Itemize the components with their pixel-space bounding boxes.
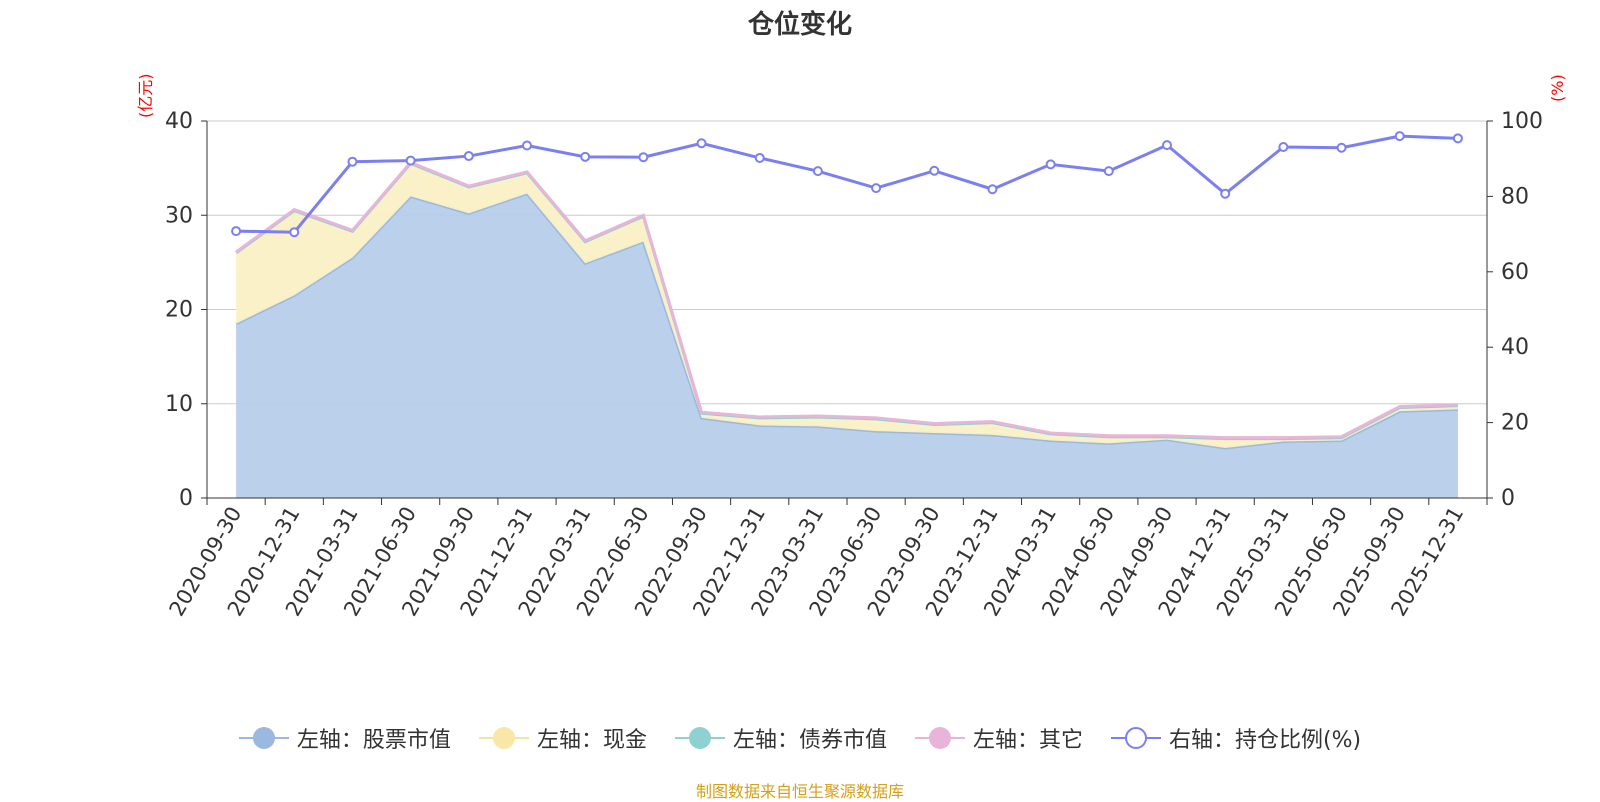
right-axis-tick-label: 0 — [1501, 486, 1515, 511]
area-series-0 — [236, 193, 1458, 498]
ratio-point — [1278, 142, 1289, 153]
legend-other-label: 左轴：其它 — [972, 728, 1083, 753]
ratio-point — [754, 152, 765, 163]
legend-cash-marker — [478, 726, 529, 750]
legend-ratio-marker — [1110, 726, 1161, 750]
data-source-note: 制图数据来自恒生聚源数据库 — [695, 782, 904, 801]
ratio-point — [1162, 140, 1172, 151]
ratio-point — [463, 151, 474, 162]
ratio-point — [696, 138, 707, 149]
left-axis-tick-label: 30 — [165, 203, 193, 228]
ratio-point — [929, 165, 940, 176]
right-axis-tick-label: 20 — [1501, 411, 1529, 436]
legend-stock-marker — [238, 726, 289, 750]
legend-cash-label: 左轴：现金 — [536, 728, 647, 753]
ratio-point — [405, 155, 416, 166]
legend-item-ratio[interactable]: 右轴：持仓比例(%) — [1110, 722, 1362, 754]
right-axis-tick-label: 40 — [1501, 335, 1529, 360]
left-axis-tick-label: 10 — [165, 392, 193, 417]
left-axis-tick-label: 40 — [165, 109, 193, 134]
right-axis-tick-label: 60 — [1501, 260, 1529, 285]
legend-ratio-label: 右轴：持仓比例(%) — [1168, 728, 1362, 753]
area-series-line-3 — [235, 160, 1458, 440]
ratio-point — [580, 151, 591, 162]
legend-stock-label: 左轴：股票市值 — [296, 728, 451, 753]
legend-item-bond[interactable]: 左轴：债券市值 — [674, 722, 887, 754]
legend-bond-marker — [674, 726, 725, 750]
ratio-point — [522, 140, 532, 151]
ratio-line — [236, 134, 1458, 234]
ratio-point — [638, 152, 649, 163]
ratio-point — [231, 226, 242, 237]
left-axis-tick-label: 20 — [165, 298, 193, 323]
ratio-point — [1220, 188, 1231, 199]
legend-other-marker — [914, 726, 965, 750]
right-axis-tick-label: 80 — [1501, 184, 1529, 209]
ratio-point — [812, 166, 823, 177]
chart-title: 仓位变化 — [747, 10, 852, 40]
legend-item-other[interactable]: 左轴：其它 — [914, 722, 1083, 754]
ratio-point — [1045, 159, 1056, 170]
right-axis-tick-label: 100 — [1501, 109, 1543, 134]
legend: 左轴：股票市值 左轴：现金 左轴：债券市值 左轴：其它 — [0, 722, 1600, 754]
ratio-point — [1394, 131, 1405, 142]
legend-item-stock[interactable]: 左轴：股票市值 — [238, 722, 451, 754]
ratio-point — [1103, 166, 1114, 177]
ratio-point — [289, 227, 300, 238]
ratio-point — [1336, 142, 1347, 153]
legend-bond-label: 左轴：债券市值 — [732, 728, 887, 753]
ratio-point — [987, 184, 998, 195]
legend-item-cash[interactable]: 左轴：现金 — [478, 722, 647, 754]
ratio-point — [871, 183, 882, 194]
left-axis-tick-label: 0 — [179, 486, 193, 511]
ratio-point — [347, 156, 358, 167]
ratio-point — [1452, 133, 1463, 144]
